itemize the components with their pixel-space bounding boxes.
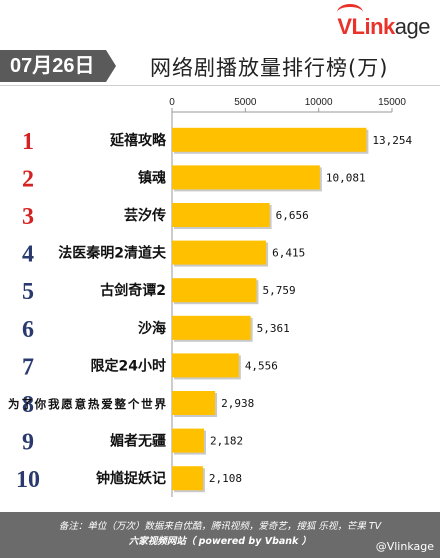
value-label: 10,081 [326, 171, 366, 184]
bar [172, 240, 267, 265]
category-label: 延禧攻略 [109, 132, 167, 149]
footer-note: 备注：单位（万次）数据来自优酷，腾讯视频，爱奇艺，搜狐 乐视，芒果 TV [58, 521, 382, 532]
title-divider [0, 85, 440, 86]
value-label: 5,361 [257, 322, 290, 335]
bar [172, 127, 367, 152]
category-label: 限定24小时 [91, 357, 166, 374]
value-label: 6,415 [272, 247, 305, 260]
rank-number: 9 [22, 430, 34, 456]
category-label: 为了你我愿意热爱整个世界 [8, 397, 167, 411]
rank-number: 10 [16, 467, 40, 493]
date-badge-arrow [106, 50, 116, 82]
category-label: 法医秦明2清道夫 [58, 245, 167, 262]
x-tick-label: 0 [169, 97, 175, 108]
rank-number: 3 [22, 204, 34, 230]
rank-number: 4 [22, 242, 34, 268]
vlinkage-logo: VLinkage [337, 4, 431, 40]
category-label: 镇魂 [138, 169, 166, 186]
bar [172, 391, 216, 415]
bar [172, 165, 320, 190]
category-label: 古剑奇谭2 [100, 282, 166, 299]
category-label: 芸汐传 [124, 207, 166, 224]
footer: 备注：单位（万次）数据来自优酷，腾讯视频，爱奇艺，搜狐 乐视，芒果 TV 六家视… [0, 512, 440, 558]
value-label: 2,108 [209, 472, 242, 485]
x-tick-label: 5000 [234, 97, 257, 108]
bar [172, 466, 203, 491]
value-label: 4,556 [245, 359, 278, 372]
value-label: 2,938 [221, 397, 254, 410]
bar [172, 353, 239, 378]
rank-number: 2 [22, 166, 34, 192]
bar [172, 278, 257, 303]
x-tick-label: 10000 [305, 97, 333, 108]
watermark: @Vlinkage [375, 540, 434, 553]
rank-number: 6 [22, 317, 34, 343]
bar [172, 315, 251, 340]
footer-source: 六家视频网站（ powered by Vbank ） [128, 536, 312, 547]
logo-age: age [394, 14, 431, 39]
logo-arc-icon [337, 4, 364, 21]
rank-number: 8 [22, 392, 34, 418]
rank-number: 5 [22, 279, 34, 305]
value-label: 13,254 [372, 134, 412, 147]
x-tick-label: 15000 [378, 97, 406, 108]
bar [172, 203, 270, 227]
bar [172, 428, 205, 453]
category-label: 媚者无疆 [110, 433, 166, 450]
page-title: 网络剧播放量排行榜(万) [150, 56, 389, 80]
value-label: 2,182 [210, 435, 243, 448]
bar-chart: 0 5000 10000 15000 1 延禧攻略 13,254 2 镇魂 10,081 3 芸汐传 6… [8, 97, 413, 497]
value-label: 6,656 [276, 209, 309, 222]
category-label: 钟馗捉妖记 [96, 470, 166, 487]
rank-number: 7 [22, 354, 34, 380]
date-badge: 07月26日 [0, 50, 106, 82]
rank-number: 1 [22, 129, 34, 155]
category-label: 沙海 [138, 320, 166, 337]
value-label: 5,759 [262, 284, 295, 297]
